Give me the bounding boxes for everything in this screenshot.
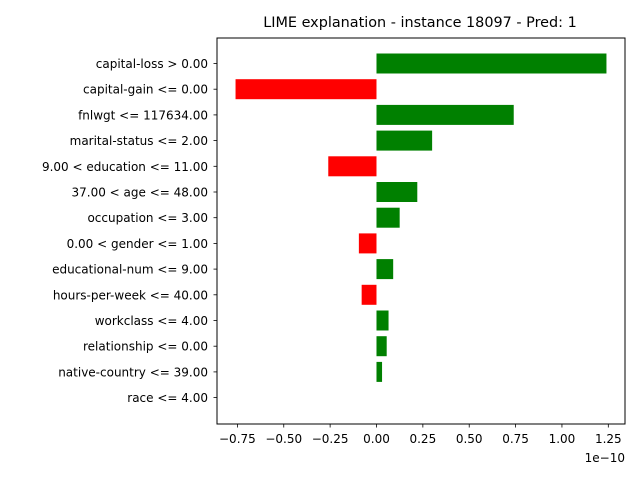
bar-7 (358, 233, 377, 254)
y-tick-label-13: race <= 4.00 (127, 391, 208, 405)
y-tick-label-4: 9.00 < education <= 11.00 (42, 160, 208, 174)
y-tick-label-1: capital-gain <= 0.00 (83, 83, 208, 97)
bar-4 (328, 156, 377, 177)
bar-5 (376, 182, 418, 202)
x-tick-label-6: 0.75 (502, 432, 529, 446)
y-tick-label-5: 37.00 < age <= 48.00 (72, 186, 208, 200)
x-tick-label-2: −0.25 (312, 432, 349, 446)
x-tick-label-4: 0.25 (409, 432, 436, 446)
y-tick-label-12: native-country <= 39.00 (58, 365, 208, 379)
y-tick-label-3: marital-status <= 2.00 (70, 134, 208, 148)
y-tick-label-7: 0.00 < gender <= 1.00 (67, 237, 208, 251)
x-tick-label-8: 1.25 (595, 432, 622, 446)
y-tick-label-8: educational-num <= 9.00 (52, 263, 208, 277)
bars-group (235, 53, 607, 382)
bar-8 (376, 259, 394, 280)
x-tick-label-0: −0.75 (219, 432, 256, 446)
y-tick-label-11: relationship <= 0.00 (83, 340, 208, 354)
plot-area-frame (216, 37, 626, 425)
bar-0 (376, 53, 607, 74)
y-tick-label-9: hours-per-week <= 40.00 (53, 288, 208, 302)
x-tick-label-5: 0.50 (456, 432, 483, 446)
y-tick-label-6: occupation <= 3.00 (87, 211, 208, 225)
bar-1 (235, 79, 377, 100)
bar-9 (361, 284, 377, 305)
x-tick-label-3: 0.00 (363, 432, 390, 446)
y-tick-label-10: workclass <= 4.00 (95, 314, 208, 328)
x-axis-scale-label: 1e−10 (585, 451, 625, 465)
chart-title: LIME explanation - instance 18097 - Pred… (263, 15, 577, 31)
y-tick-label-2: fnlwgt <= 117634.00 (78, 108, 208, 122)
bar-6 (376, 207, 400, 228)
y-axis-labels: capital-loss > 0.00 capital-gain <= 0.00 f… (42, 57, 217, 405)
x-tick-label-1: −0.50 (265, 432, 302, 446)
bar-3 (376, 130, 433, 151)
bar-2 (376, 104, 514, 125)
x-axis-ticks: −0.75 −0.50 −0.25 0.00 0.25 0.50 0.75 1.00 1.25 (219, 424, 622, 446)
bar-10 (376, 310, 389, 331)
bar-11 (376, 336, 387, 357)
x-tick-label-7: 1.00 (549, 432, 576, 446)
bar-12 (376, 361, 383, 382)
y-tick-label-0: capital-loss > 0.00 (96, 57, 208, 71)
